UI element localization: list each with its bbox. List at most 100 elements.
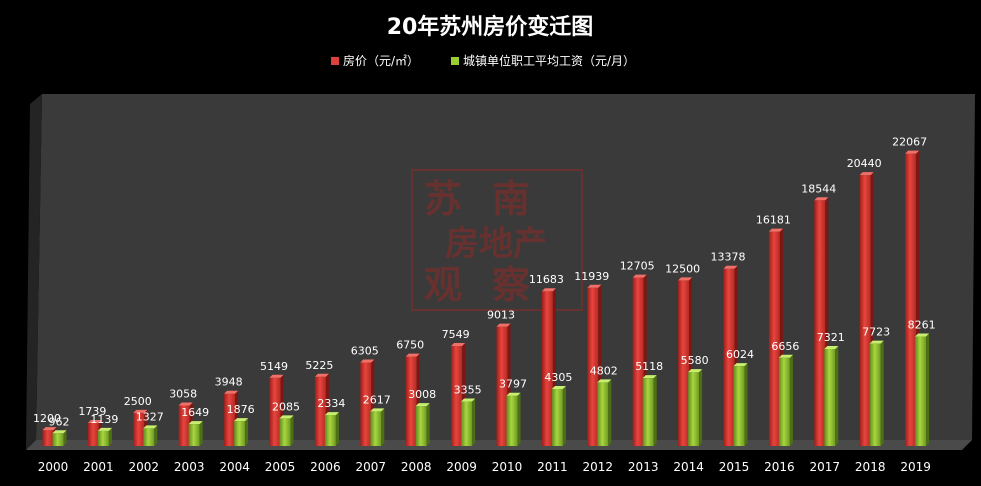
value-label-price-2016: 16181 [756, 214, 791, 227]
value-label-wage-2010: 3797 [499, 378, 527, 391]
bar-front [279, 418, 291, 446]
value-label-price-2008: 6750 [396, 339, 424, 352]
x-tick-label-2014: 2014 [673, 460, 704, 474]
bar-top [506, 392, 521, 396]
bar-wage-2010 [506, 392, 521, 446]
x-tick-label-2001: 2001 [83, 460, 114, 474]
value-label-price-2015: 13378 [711, 251, 746, 264]
bar-top [360, 359, 375, 363]
plot-left-wall [26, 94, 42, 450]
bar-front [723, 268, 735, 446]
x-tick-label-2017: 2017 [810, 460, 841, 474]
bar-front [269, 377, 281, 446]
bar-front [188, 424, 200, 446]
bar-side [426, 403, 430, 446]
bar-side [835, 345, 839, 446]
bar-front [688, 372, 700, 446]
value-label-price-2010: 9013 [487, 309, 515, 322]
value-label-price-2007: 6305 [351, 344, 379, 357]
bar-top [143, 425, 158, 429]
bar-top [778, 354, 793, 358]
value-label-price-2005: 5149 [260, 360, 288, 373]
bar-wage-2006 [324, 412, 339, 446]
value-label-price-2014: 12500 [665, 262, 700, 275]
bar-side [245, 418, 249, 446]
value-label-price-2011: 11683 [529, 273, 564, 286]
bar-wage-2009 [461, 398, 476, 446]
bar-top [642, 375, 657, 379]
x-tick-label-2018: 2018 [855, 460, 886, 474]
bar-front [859, 175, 871, 447]
x-tick-label-2010: 2010 [492, 460, 523, 474]
bar-side [63, 430, 67, 446]
bar-wage-2016 [778, 354, 793, 446]
bar-front [778, 357, 790, 446]
bar-wage-2008 [415, 403, 430, 446]
legend-swatch-price [331, 57, 339, 65]
legend-label-wage: 城镇单位职工平均工资（元/月） [463, 53, 635, 68]
x-tick-label-2015: 2015 [719, 460, 750, 474]
bar-wage-2015 [733, 363, 748, 446]
bar-front [768, 231, 780, 446]
bar-front [678, 280, 690, 446]
x-tick-label-2005: 2005 [265, 460, 296, 474]
bar-side [381, 408, 385, 446]
bar-top [87, 419, 102, 423]
bar-wage-2000 [52, 430, 67, 446]
value-label-price-2004: 3948 [215, 376, 243, 389]
legend: 房价（元/㎡） 城镇单位职工平均工资（元/月） [331, 53, 635, 68]
watermark-line-3: 观察 [424, 263, 560, 307]
value-label-price-2012: 11939 [574, 270, 609, 283]
bar-front [496, 326, 508, 446]
bar-front [52, 433, 64, 446]
watermark: 苏南 房地产 观察 [411, 169, 583, 311]
bar-top [405, 353, 420, 357]
bar-front [451, 345, 463, 446]
bar-front [541, 291, 553, 446]
bar-top [632, 274, 647, 278]
bar-top [97, 427, 112, 431]
bar-front [597, 382, 609, 446]
value-label-price-2000: 1200 [33, 412, 61, 425]
bar-front [178, 405, 190, 446]
value-label-price-2001: 1739 [78, 405, 106, 418]
value-label-price-2003: 3058 [169, 387, 197, 400]
x-tick-label-2012: 2012 [583, 460, 614, 474]
bar-top [733, 363, 748, 367]
bar-top [42, 427, 57, 431]
bar-side [290, 415, 294, 446]
x-tick-label-2008: 2008 [401, 460, 432, 474]
x-tick-label-2006: 2006 [310, 460, 341, 474]
bar-front [461, 401, 473, 446]
value-label-wage-2004: 1876 [227, 403, 255, 416]
bar-side [744, 363, 748, 446]
value-label-price-2009: 7549 [442, 328, 470, 341]
bar-side [562, 385, 566, 446]
x-tick-label-2016: 2016 [764, 460, 795, 474]
bar-top [859, 172, 874, 176]
value-label-price-2013: 12705 [620, 260, 655, 273]
bar-front [405, 356, 417, 446]
x-tick-label-2009: 2009 [446, 460, 477, 474]
bar-front [733, 366, 745, 446]
value-label-wage-2009: 3355 [454, 384, 482, 397]
legend-swatch-wage [451, 57, 459, 65]
bar-side [653, 375, 657, 446]
x-tick-label-2019: 2019 [900, 460, 931, 474]
value-label-wage-2005: 2085 [272, 400, 300, 413]
bar-top [314, 373, 329, 377]
bar-top [324, 412, 339, 416]
bar-side [517, 392, 521, 446]
bar-front [905, 153, 917, 446]
bar-front [370, 411, 382, 446]
bar-front [133, 412, 145, 446]
bar-wage-2017 [824, 345, 839, 446]
plot-back-wall [36, 94, 975, 440]
bar-front [814, 200, 826, 446]
x-tick-label-2000: 2000 [38, 460, 69, 474]
legend-label-price: 房价（元/㎡） [343, 53, 419, 68]
value-label-wage-2016: 6656 [771, 340, 799, 353]
x-tick-label-2003: 2003 [174, 460, 205, 474]
bar-front [324, 415, 336, 446]
